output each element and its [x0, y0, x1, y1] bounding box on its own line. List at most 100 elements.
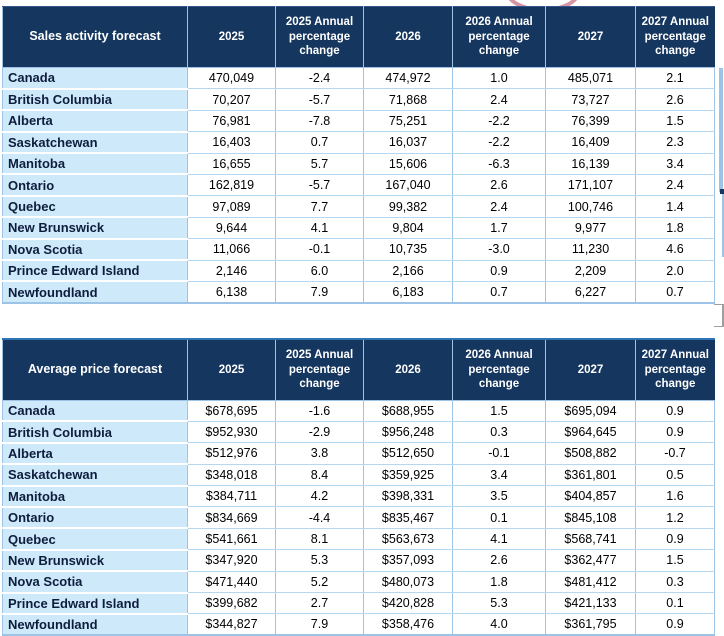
- table-cell: -0.1: [275, 238, 364, 261]
- table-cell: 0.5: [635, 464, 715, 487]
- table-cell: 11,230: [545, 238, 636, 261]
- table-cell: -0.1: [452, 442, 546, 465]
- table-cell: 9,644: [187, 217, 276, 240]
- table-cell: -2.4: [275, 67, 364, 90]
- table-cell: 16,409: [545, 131, 636, 154]
- table-row: British Columbia 70,207 -5.7 71,868 2.4 73,72…: [2, 88, 715, 112]
- table-cell: 6,138: [187, 281, 276, 304]
- table-cell: $348,018: [187, 464, 276, 487]
- table-row: Ontario $834,669 -4.4 $835,467 0.1 $845,108 1.…: [2, 506, 715, 530]
- table-cell: $359,925: [363, 464, 453, 487]
- table-cell: $695,094: [545, 400, 636, 422]
- table-cell: $399,682: [187, 592, 276, 615]
- table-cell: -7.8: [275, 110, 364, 133]
- table-cell: 2,166: [363, 260, 453, 282]
- table-cell: $563,673: [363, 528, 453, 551]
- table-cell: 0.9: [635, 421, 715, 444]
- table-cell: $481,412: [545, 571, 636, 594]
- table-cell: -1.6: [275, 400, 364, 422]
- table-cell: 2.1: [635, 67, 715, 90]
- table-cell: 0.1: [635, 592, 715, 615]
- table-row: Quebec $541,661 8.1 $563,673 4.1 $568,741 0.9: [2, 528, 715, 551]
- row-label: Newfoundland: [2, 613, 188, 636]
- table-cell: 16,037: [363, 131, 453, 154]
- table-cell: 8.4: [275, 464, 364, 487]
- table-row: Manitoba $384,711 4.2 $398,331 3.5 $404,857 1.…: [2, 485, 715, 508]
- table-cell: 1.4: [635, 195, 715, 218]
- table-cell: 75,251: [363, 110, 453, 133]
- table-cell: 4.2: [275, 485, 364, 508]
- table-cell: -2.9: [275, 421, 364, 444]
- average-price-forecast-table: Average price forecast 2025 2025 Annual p…: [2, 338, 715, 636]
- table-cell: $568,741: [545, 528, 636, 551]
- table-row: Quebec 97,089 7.7 99,382 2.4 100,746 1.4: [2, 195, 715, 219]
- table-cell: 100,746: [545, 195, 636, 218]
- table-row: Canada 470,049 -2.4 474,972 1.0 485,071 2.1: [2, 67, 715, 90]
- table-cell: 5.7: [275, 153, 364, 175]
- table-cell: $508,882: [545, 442, 636, 465]
- table-cell: $512,976: [187, 442, 276, 465]
- table-cell: 10,735: [363, 238, 453, 261]
- table-row: British Columbia $952,930 -2.9 $956,248 0.3 $…: [2, 421, 715, 444]
- table-title-sales-activity: Sales activity forecast: [2, 6, 188, 68]
- table-row: Alberta $512,976 3.8 $512,650 -0.1 $508,882 -0…: [2, 442, 715, 466]
- row-label: Quebec: [2, 528, 188, 551]
- table-cell: 16,655: [187, 153, 276, 175]
- bracket-artifact: [714, 304, 724, 327]
- table-cell: 1.2: [635, 506, 715, 529]
- table-row: Manitoba 16,655 5.7 15,606 -6.3 16,139 3.4: [2, 153, 715, 176]
- table-cell: 0.7: [635, 281, 715, 304]
- table-cell: 3.4: [635, 153, 715, 175]
- table-cell: 1.8: [635, 217, 715, 240]
- table-cell: $471,440: [187, 571, 276, 594]
- table-cell: 97,089: [187, 195, 276, 218]
- row-label: Quebec: [2, 195, 188, 219]
- row-label: Newfoundland: [2, 281, 188, 304]
- table-cell: 470,049: [187, 67, 276, 90]
- table-cell: 485,071: [545, 67, 636, 90]
- table-cell: 2.3: [635, 131, 715, 154]
- column-header: 2025 Annual percentage change: [275, 6, 364, 68]
- table-cell: $404,857: [545, 485, 636, 508]
- row-label: Alberta: [2, 110, 188, 133]
- table-cell: $361,795: [545, 613, 636, 636]
- table-cell: 474,972: [363, 67, 453, 90]
- row-label: New Brunswick: [2, 549, 188, 573]
- table-cell: 2.7: [275, 592, 364, 615]
- table-cell: 5.3: [452, 592, 546, 615]
- table-cell: -6.3: [452, 153, 546, 175]
- table-cell: 0.7: [275, 131, 364, 154]
- table-row: Saskatchewan $348,018 8.4 $359,925 3.4 $361,8…: [2, 464, 715, 487]
- table-cell: -0.7: [635, 442, 715, 465]
- table-cell: 5.2: [275, 571, 364, 594]
- table-cell: 11,066: [187, 238, 276, 261]
- table-cell: 2.4: [452, 88, 546, 111]
- table-row: Nova Scotia 11,066 -0.1 10,735 -3.0 11,230 4.6: [2, 238, 715, 262]
- table-row: Prince Edward Island 2,146 6.0 2,166 0.9 2,20…: [2, 260, 715, 283]
- table-row: Nova Scotia $471,440 5.2 $480,073 1.8 $481,41…: [2, 571, 715, 594]
- row-label: Alberta: [2, 442, 188, 466]
- selection-artifact-band: [719, 68, 723, 192]
- table-cell: 76,399: [545, 110, 636, 133]
- table-cell: $362,477: [545, 549, 636, 572]
- table-cell: $384,711: [187, 485, 276, 508]
- table-cell: 3.8: [275, 442, 364, 465]
- table-cell: 2.4: [452, 195, 546, 218]
- column-header: 2027: [545, 339, 636, 401]
- table-cell: $845,108: [545, 506, 636, 529]
- column-header: 2026 Annual percentage change: [452, 339, 546, 401]
- table-cell: 4.1: [275, 217, 364, 240]
- table-cell: -2.2: [452, 110, 546, 133]
- table-cell: -3.0: [452, 238, 546, 261]
- table-cell: 2.4: [635, 174, 715, 197]
- table-row: Ontario 162,819 -5.7 167,040 2.6 171,107 2.4: [2, 174, 715, 197]
- table-cell: 1.5: [635, 549, 715, 572]
- table-row: Alberta 76,981 -7.8 75,251 -2.2 76,399 1.5: [2, 110, 715, 133]
- table-cell: 1.6: [635, 485, 715, 508]
- table-cell: 1.0: [452, 67, 546, 90]
- table-cell: 7.9: [275, 613, 364, 636]
- table-cell: 71,868: [363, 88, 453, 111]
- table-row: Canada $678,695 -1.6 $688,955 1.5 $695,094 0.9: [2, 400, 715, 423]
- selection-artifact-cap: [720, 189, 724, 194]
- table-cell: $480,073: [363, 571, 453, 594]
